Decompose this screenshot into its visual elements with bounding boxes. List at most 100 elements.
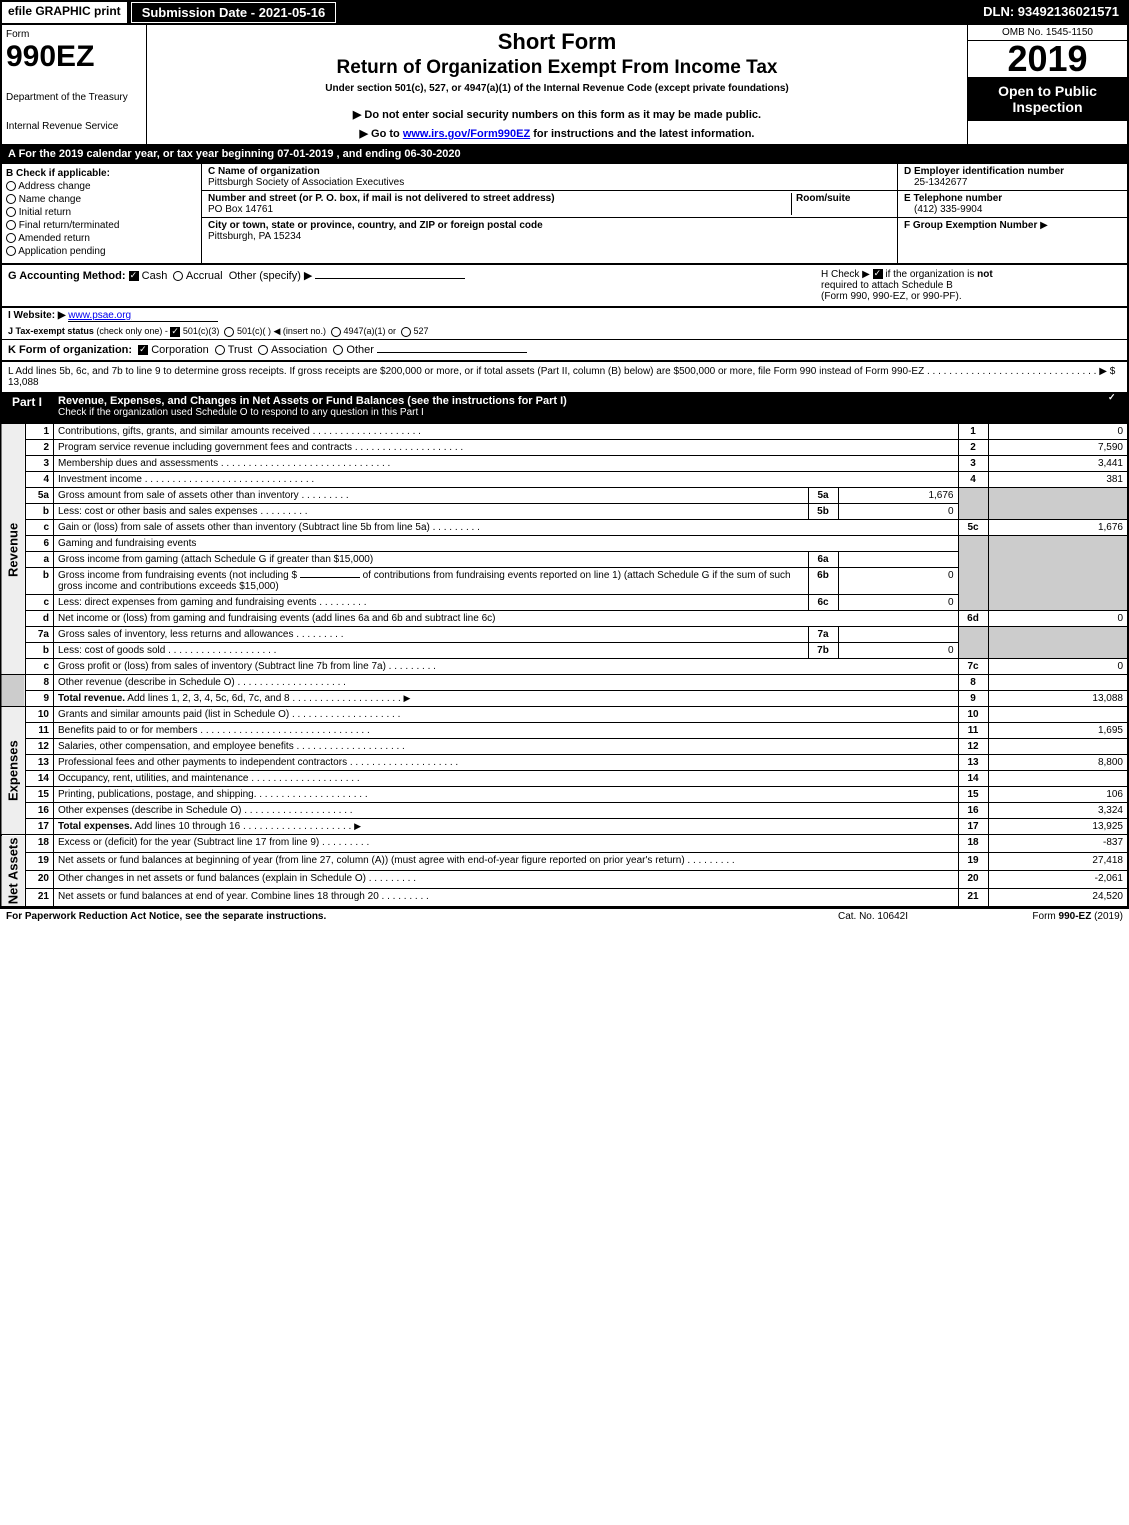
d-ein-label: D Employer identification number (904, 166, 1121, 177)
line-j: J Tax-exempt status (check only one) - 5… (0, 324, 1129, 340)
instructions-line: ▶ Go to www.irs.gov/Form990EZ for instru… (151, 127, 963, 140)
room-label: Room/suite (796, 193, 891, 204)
chk-schedule-o[interactable] (1107, 393, 1117, 403)
other-specify-input[interactable] (315, 278, 465, 279)
j-label: J Tax-exempt status (8, 326, 94, 336)
val-2: 7,590 (988, 440, 1128, 456)
l-text: L Add lines 5b, 6c, and 7b to line 9 to … (8, 366, 924, 377)
chk-final-return[interactable]: Final return/terminated (6, 220, 197, 231)
footer-notice: For Paperwork Reduction Act Notice, see … (6, 911, 773, 922)
top-bar: efile GRAPHIC print Submission Date - 20… (0, 0, 1129, 25)
tax-year: 2019 (968, 41, 1127, 77)
chk-501c3[interactable] (170, 327, 180, 337)
val-7c: 0 (988, 659, 1128, 675)
chk-4947[interactable] (331, 327, 341, 337)
table-row: d Net income or (loss) from gaming and f… (1, 611, 1128, 627)
table-row: 7a Gross sales of inventory, less return… (1, 627, 1128, 643)
h-label: H Check ▶ (821, 269, 870, 280)
table-row: 19 Net assets or fund balances at beginn… (1, 852, 1128, 870)
val-3: 3,441 (988, 456, 1128, 472)
department: Department of the Treasury (6, 92, 142, 103)
chk-527[interactable] (401, 327, 411, 337)
chk-cash[interactable] (129, 271, 139, 281)
part1-table: Revenue 1 Contributions, gifts, grants, … (0, 423, 1129, 908)
table-row: Net Assets 18 Excess or (deficit) for th… (1, 835, 1128, 853)
go-pre: ▶ Go to (360, 128, 403, 140)
chk-initial-return[interactable]: Initial return (6, 207, 197, 218)
val-1: 0 (988, 424, 1128, 440)
chk-address-change[interactable]: Address change (6, 181, 197, 192)
val-18: -837 (988, 835, 1128, 853)
table-row: 8 Other revenue (describe in Schedule O)… (1, 675, 1128, 691)
chk-name-change[interactable]: Name change (6, 194, 197, 205)
val-14 (988, 771, 1128, 787)
table-row: 21 Net assets or fund balances at end of… (1, 888, 1128, 907)
form-word: Form (6, 29, 142, 40)
ssn-warning: ▶ Do not enter social security numbers o… (151, 108, 963, 121)
g-label: G Accounting Method: (8, 270, 126, 282)
part1-header: Part I Revenue, Expenses, and Changes in… (0, 392, 1129, 423)
under-section: Under section 501(c), 527, or 4947(a)(1)… (151, 83, 963, 94)
info-block: B Check if applicable: Address change Na… (0, 164, 1129, 265)
b-label: B Check if applicable: (6, 168, 197, 179)
chk-application-pending[interactable]: Application pending (6, 246, 197, 257)
line-k: K Form of organization: Corporation Trus… (0, 340, 1129, 362)
line-i: I Website: ▶ www.psae.org (0, 308, 1129, 324)
table-row: 17 Total expenses. Add lines 10 through … (1, 819, 1128, 835)
form-title-block: Short Form Return of Organization Exempt… (147, 25, 967, 144)
i-label: I Website: ▶ (8, 310, 66, 321)
ein: 25-1342677 (904, 177, 1121, 188)
fundraising-amount-input[interactable] (300, 577, 360, 578)
other-org-input[interactable] (377, 352, 527, 353)
chk-amended-return[interactable]: Amended return (6, 233, 197, 244)
k-label: K Form of organization: (8, 344, 132, 356)
chk-accrual[interactable] (173, 271, 183, 281)
c-city-label: City or town, state or province, country… (208, 220, 891, 231)
org-address: PO Box 14761 (208, 204, 791, 215)
table-row: 4 Investment income 4 381 (1, 472, 1128, 488)
expenses-side-label: Expenses (1, 707, 26, 835)
footer-catno: Cat. No. 10642I (773, 911, 973, 922)
val-19: 27,418 (988, 852, 1128, 870)
chk-corp[interactable] (138, 345, 148, 355)
e-tel-label: E Telephone number (904, 193, 1121, 204)
val-5a: 1,676 (838, 488, 958, 504)
val-20: -2,061 (988, 870, 1128, 888)
netassets-side-label: Net Assets (1, 835, 26, 907)
table-row: 2 Program service revenue including gove… (1, 440, 1128, 456)
chk-trust[interactable] (215, 345, 225, 355)
val-7a (838, 627, 958, 643)
table-row: 11 Benefits paid to or for members 11 1,… (1, 723, 1128, 739)
instructions-link[interactable]: www.irs.gov/Form990EZ (403, 128, 530, 140)
f-grp-label: F Group Exemption Number (904, 220, 1037, 231)
line-l: L Add lines 5b, 6c, and 7b to line 9 to … (0, 362, 1129, 392)
table-row: c Gain or (loss) from sale of assets oth… (1, 520, 1128, 536)
chk-schedule-b[interactable] (873, 269, 883, 279)
table-row: 12 Salaries, other compensation, and emp… (1, 739, 1128, 755)
val-15: 106 (988, 787, 1128, 803)
table-row: Revenue 1 Contributions, gifts, grants, … (1, 424, 1128, 440)
table-row: 14 Occupancy, rent, utilities, and maint… (1, 771, 1128, 787)
section-d-e-f: D Employer identification number 25-1342… (897, 164, 1127, 263)
line-a-tax-year: A For the 2019 calendar year, or tax yea… (0, 146, 1129, 164)
val-13: 8,800 (988, 755, 1128, 771)
chk-assoc[interactable] (258, 345, 268, 355)
org-name: Pittsburgh Society of Association Execut… (208, 177, 891, 188)
form-number: 990EZ (6, 40, 142, 74)
website-link[interactable]: www.psae.org (68, 310, 218, 322)
val-6c: 0 (838, 595, 958, 611)
val-4: 381 (988, 472, 1128, 488)
val-7b: 0 (838, 643, 958, 659)
c-addr-label: Number and street (or P. O. box, if mail… (208, 193, 791, 204)
chk-other-org[interactable] (333, 345, 343, 355)
table-row: 3 Membership dues and assessments 3 3,44… (1, 456, 1128, 472)
table-row: 20 Other changes in net assets or fund b… (1, 870, 1128, 888)
val-6a (838, 552, 958, 568)
telephone: (412) 335-9904 (904, 204, 1121, 215)
val-5c: 1,676 (988, 520, 1128, 536)
chk-501c[interactable] (224, 327, 234, 337)
val-5b: 0 (838, 504, 958, 520)
org-city: Pittsburgh, PA 15234 (208, 231, 891, 242)
val-9: 13,088 (988, 691, 1128, 707)
val-12 (988, 739, 1128, 755)
